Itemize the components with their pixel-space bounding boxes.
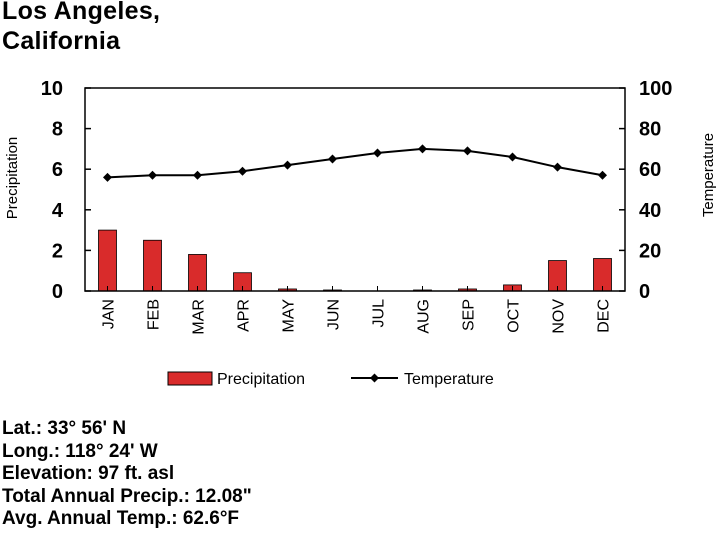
legend-precipitation-label: Precipitation [217,371,305,388]
legend: Precipitation Temperature [167,371,494,388]
title-line-2: California [2,27,121,55]
left-axis-label: Precipitation [4,137,21,220]
left-tick-label: 6 [52,159,63,181]
climate-chart: 0 2 4 6 8 10 0 20 40 60 80 100 Precipitation Tempe… [4,78,717,388]
right-axis-label: Temperature [700,133,717,217]
elevation: Elevation: 97 ft. asl [2,463,175,484]
temperature-point [148,170,157,180]
x-tick-label: FEB [146,299,163,330]
latitude: Lat.: 33° 56' N [2,418,127,439]
legend-temperature-marker [370,373,379,383]
temperature-point [463,146,472,156]
legend-precipitation-swatch [167,371,213,386]
right-tick-label: 60 [639,159,661,181]
left-tick-label: 4 [52,200,64,222]
longitude: Long.: 118° 24' W [2,440,158,462]
precipitation-bar [143,239,162,292]
x-axis-labels: JAN FEB MAR APR MAY JUN JUL AUG SEP OCT NOV DEC [101,286,613,335]
right-tick-label: 40 [639,200,661,222]
temperature-line [103,144,607,182]
x-tick-label: DEC [596,299,613,333]
temperature-point [418,144,427,154]
x-tick-label: SEP [461,299,478,331]
precipitation-bars [98,229,612,292]
x-tick-label: APR [236,299,253,332]
precipitation-bar [98,229,117,292]
left-axis-ticks: 0 2 4 6 8 10 [41,78,91,303]
temperature-point [373,148,382,158]
temperature-point [508,152,517,162]
plot-frame [84,87,626,292]
right-axis-ticks: 0 20 40 60 80 100 [619,78,672,303]
temperature-point [598,170,607,180]
precipitation-bar [188,254,207,292]
temperature-point [103,172,112,182]
x-tick-label: OCT [506,299,523,333]
annual-temperature: Avg. Annual Temp.: 62.6°F [2,508,240,529]
x-tick-label: MAR [191,299,208,335]
left-tick-label: 2 [52,240,63,262]
right-tick-label: 80 [639,119,661,141]
left-tick-label: 10 [41,78,63,100]
temperature-point [328,154,337,164]
temperature-point [238,166,247,176]
temperature-point [193,170,202,180]
x-tick-label: NOV [551,299,568,334]
title-line-1: Los Angeles, [2,0,161,25]
temperature-point [283,160,292,170]
temperature-point [553,162,562,172]
station-info: Lat.: 33° 56' N Long.: 118° 24' W Elevat… [2,418,252,531]
right-tick-label: 0 [639,281,650,303]
legend-temperature-label: Temperature [404,371,494,388]
x-tick-label: AUG [416,299,433,334]
right-tick-label: 100 [639,78,672,100]
right-tick-label: 20 [639,240,661,262]
x-tick-label: JAN [101,299,118,329]
chart-title: Los Angeles, California [2,0,160,56]
temperature-series-line [107,147,603,179]
left-tick-label: 0 [52,281,63,303]
x-tick-label: JUN [326,299,343,330]
left-tick-label: 8 [52,119,63,141]
annual-precipitation: Total Annual Precip.: 12.08" [2,485,252,507]
x-tick-label: MAY [281,299,298,333]
x-tick-label: JUL [371,299,388,328]
